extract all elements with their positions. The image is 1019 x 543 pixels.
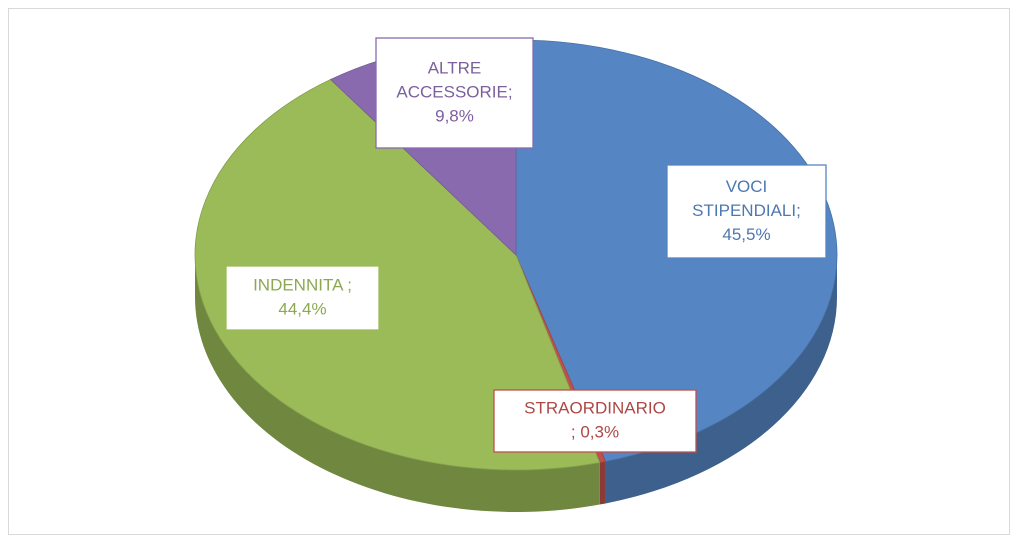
data-label: STIPENDIALI; (692, 201, 801, 220)
data-label-box (666, 164, 827, 259)
slice-side (605, 255, 837, 504)
data-label-box (225, 265, 380, 331)
data-label: 9,8% (435, 106, 474, 125)
slice-side (599, 461, 606, 505)
data-label: 45,5% (722, 225, 770, 244)
data-label: VOCI (726, 177, 768, 196)
data-label: INDENNITA ; (253, 275, 352, 294)
data-label: ACCESSORIE; (396, 82, 512, 101)
data-label: 44,4% (278, 299, 326, 318)
data-label: ALTRE (428, 58, 482, 77)
data-label: STRAORDINARIO (524, 398, 666, 417)
slice (194, 79, 601, 471)
data-label-box (375, 37, 534, 149)
slice-side (195, 255, 600, 512)
data-label-box (493, 389, 697, 453)
data-label: ; 0,3% (571, 422, 619, 441)
